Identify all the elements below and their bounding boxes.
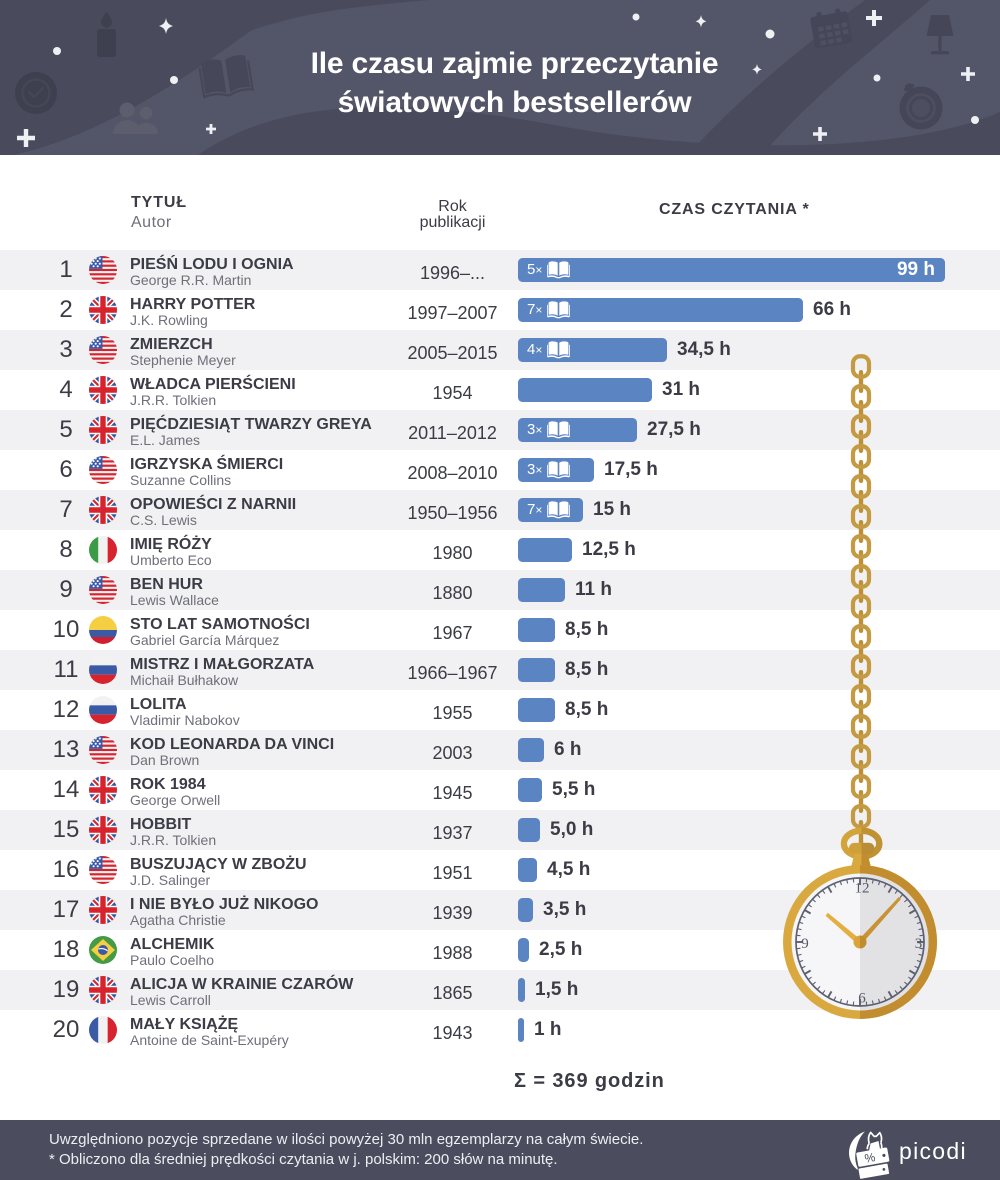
svg-text:6: 6 — [858, 991, 866, 1007]
svg-text:12: 12 — [855, 881, 870, 897]
svg-text:9: 9 — [801, 936, 809, 952]
svg-text:3: 3 — [915, 936, 923, 952]
svg-text:%: % — [863, 1150, 876, 1166]
